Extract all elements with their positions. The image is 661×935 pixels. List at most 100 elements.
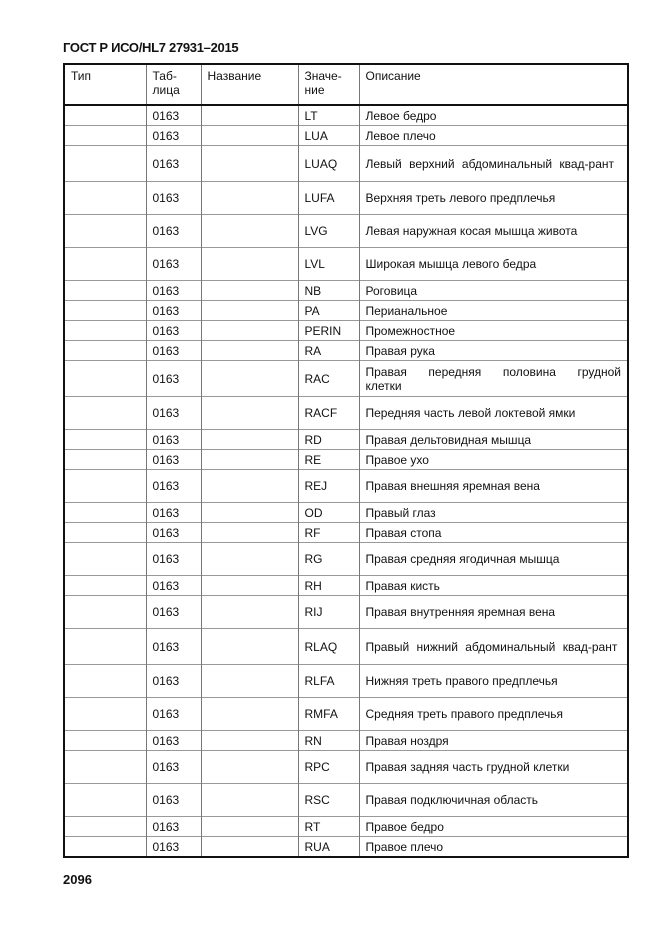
table-row: 0163 RUA Правое плечо (64, 836, 628, 857)
description-cell: Правое ухо (358, 449, 628, 470)
value-cell: NB (297, 280, 359, 301)
description-cell: Нижняя треть правого предплечья (358, 664, 628, 698)
name-cell (200, 300, 298, 321)
value-cell: OD (297, 502, 359, 523)
table-cell: 0163 (145, 280, 201, 301)
description-cell: Правая подключичная область (358, 783, 628, 817)
name-cell (200, 449, 298, 470)
table-row: 0163 LVL Широкая мышца левого бедра (64, 247, 628, 281)
name-cell (200, 396, 298, 430)
name-cell (200, 104, 298, 126)
description-cell: Левое плечо (358, 125, 628, 146)
table-row: 0163 PERIN Промежностное (64, 320, 628, 341)
table-row: 0163 LUFA Верхняя треть левого предплечья (64, 181, 628, 215)
table-cell: 0163 (145, 300, 201, 321)
type-cell (64, 247, 146, 281)
table-cell: 0163 (145, 181, 201, 215)
column-header-type: Тип (64, 63, 146, 106)
code-table: Тип Таб- лица Название Значе- ние Описан… (63, 63, 629, 858)
table-cell: 0163 (145, 145, 201, 182)
value-cell: LVL (297, 247, 359, 281)
table-row: 0163 LT Левое бедро (64, 104, 628, 126)
table-cell: 0163 (145, 542, 201, 576)
table-cell: 0163 (145, 730, 201, 751)
name-cell (200, 429, 298, 450)
description-cell: Правая внутренняя яремная вена (358, 595, 628, 629)
type-cell (64, 836, 146, 857)
name-cell (200, 181, 298, 215)
name-cell (200, 360, 298, 397)
name-cell (200, 502, 298, 523)
name-cell (200, 697, 298, 731)
name-cell (200, 628, 298, 665)
name-cell (200, 320, 298, 341)
table-row: 0163 PA Перианальное (64, 300, 628, 321)
type-cell (64, 750, 146, 784)
table-cell: 0163 (145, 247, 201, 281)
type-cell (64, 449, 146, 470)
table-row: 0163 NB Роговица (64, 280, 628, 301)
name-cell (200, 340, 298, 361)
description-cell: Правый нижний абдоминальный квад-рант (358, 628, 628, 665)
table-cell: 0163 (145, 816, 201, 837)
value-cell: RG (297, 542, 359, 576)
value-cell: RLFA (297, 664, 359, 698)
name-cell (200, 816, 298, 837)
value-cell: RACF (297, 396, 359, 430)
name-cell (200, 664, 298, 698)
type-cell (64, 104, 146, 126)
description-cell: Левая наружная косая мышца живота (358, 214, 628, 248)
type-cell (64, 522, 146, 543)
value-cell: LUAQ (297, 145, 359, 182)
value-cell: PERIN (297, 320, 359, 341)
type-cell (64, 145, 146, 182)
description-cell: Правая передняя половина грудной клетки (358, 360, 628, 397)
value-cell: RLAQ (297, 628, 359, 665)
table-row: 0163 LUAQ Левый верхний абдоминальный квад… (64, 145, 628, 182)
value-cell: LT (297, 104, 359, 126)
type-cell (64, 320, 146, 341)
type-cell (64, 575, 146, 596)
table-cell: 0163 (145, 697, 201, 731)
name-cell (200, 280, 298, 301)
value-cell: RUA (297, 836, 359, 857)
description-cell: Широкая мышца левого бедра (358, 247, 628, 281)
table-cell: 0163 (145, 340, 201, 361)
table-cell: 0163 (145, 628, 201, 665)
column-header-description: Описание (358, 63, 628, 106)
description-cell: Правая задняя часть грудной клетки (358, 750, 628, 784)
value-cell: RAC (297, 360, 359, 397)
value-cell: RH (297, 575, 359, 596)
table-cell: 0163 (145, 595, 201, 629)
table-row: 0163 RSC Правая подключичная область (64, 783, 628, 817)
description-cell: Перианальное (358, 300, 628, 321)
table-row: 0163 RD Правая дельтовидная мышца (64, 429, 628, 450)
table-cell: 0163 (145, 360, 201, 397)
type-cell (64, 181, 146, 215)
description-cell: Роговица (358, 280, 628, 301)
table-cell: 0163 (145, 396, 201, 430)
description-cell: Верхняя треть левого предплечья (358, 181, 628, 215)
table-cell: 0163 (145, 836, 201, 857)
table-row: 0163 RAC Правая передняя половина грудной … (64, 360, 628, 397)
name-cell (200, 542, 298, 576)
name-cell (200, 214, 298, 248)
table-cell: 0163 (145, 783, 201, 817)
document-header: ГОСТ Р ИСО/HL7 27931–2015 (63, 40, 239, 55)
description-cell: Правая ноздря (358, 730, 628, 751)
name-cell (200, 783, 298, 817)
type-cell (64, 360, 146, 397)
name-cell (200, 575, 298, 596)
description-cell: Левый верхний абдоминальный квад-рант (358, 145, 628, 182)
page-number: 2096 (63, 872, 92, 887)
type-cell (64, 502, 146, 523)
table-row: 0163 RH Правая кисть (64, 575, 628, 596)
table-row: 0163 RG Правая средняя ягодичная мышца (64, 542, 628, 576)
value-cell: RMFA (297, 697, 359, 731)
description-cell: Правый глаз (358, 502, 628, 523)
description-cell: Правая средняя ягодичная мышца (358, 542, 628, 576)
table-cell: 0163 (145, 104, 201, 126)
type-cell (64, 214, 146, 248)
table-header-row: Тип Таб- лица Название Значе- ние Описан… (64, 63, 628, 106)
type-cell (64, 783, 146, 817)
